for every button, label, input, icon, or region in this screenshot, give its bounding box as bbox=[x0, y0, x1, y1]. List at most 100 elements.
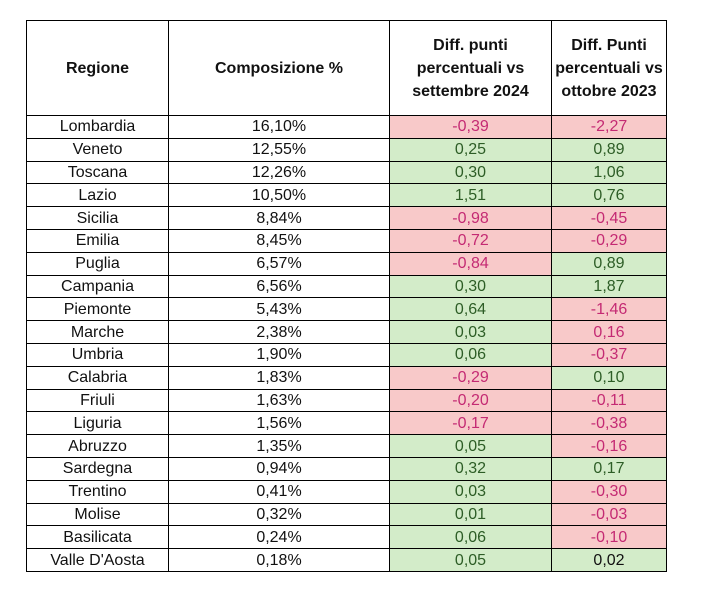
cell-diff-ottobre: 0,89 bbox=[551, 137, 667, 162]
cell-diff-ottobre: -0,16 bbox=[551, 434, 667, 458]
cell-composizione: 1,35% bbox=[168, 434, 390, 458]
cell-regione: Emilia bbox=[26, 228, 169, 253]
header-diff-settembre: Diff. punti percentuali vs settembre 202… bbox=[389, 20, 552, 116]
cell-diff-ottobre: -0,29 bbox=[551, 228, 667, 253]
cell-diff-ottobre: -1,46 bbox=[551, 297, 667, 322]
cell-composizione: 16,10% bbox=[168, 115, 390, 139]
table-row: Valle D'Aosta 0,18% 0,05 0,02 bbox=[26, 548, 667, 572]
cell-composizione: 2,38% bbox=[168, 320, 390, 344]
table-row: Lombardia 16,10% -0,39 -2,27 bbox=[26, 115, 667, 139]
cell-composizione: 0,24% bbox=[168, 525, 390, 550]
cell-diff-ottobre: -0,30 bbox=[551, 479, 667, 504]
table-row: Calabria 1,83% -0,29 0,10 bbox=[26, 365, 667, 390]
cell-diff-ottobre: 0,16 bbox=[551, 320, 667, 344]
cell-diff-settembre: 0,03 bbox=[389, 479, 552, 504]
table-row: Lazio 10,50% 1,51 0,76 bbox=[26, 183, 667, 208]
cell-regione: Puglia bbox=[26, 251, 169, 276]
table-row: Liguria 1,56% -0,17 -0,38 bbox=[26, 411, 667, 436]
table-row: Umbria 1,90% 0,06 -0,37 bbox=[26, 342, 667, 367]
cell-composizione: 10,50% bbox=[168, 183, 390, 208]
cell-composizione: 6,57% bbox=[168, 251, 390, 276]
cell-diff-ottobre: -2,27 bbox=[551, 115, 667, 139]
cell-composizione: 0,41% bbox=[168, 479, 390, 504]
cell-composizione: 1,56% bbox=[168, 411, 390, 436]
table-row: Abruzzo 1,35% 0,05 -0,16 bbox=[26, 434, 667, 458]
cell-regione: Lombardia bbox=[26, 115, 169, 139]
cell-composizione: 0,18% bbox=[168, 548, 390, 572]
cell-diff-settembre: 0,05 bbox=[389, 434, 552, 458]
cell-diff-ottobre: -0,38 bbox=[551, 411, 667, 436]
cell-diff-settembre: 1,51 bbox=[389, 183, 552, 208]
cell-composizione: 8,84% bbox=[168, 206, 390, 230]
table-row: Trentino 0,41% 0,03 -0,30 bbox=[26, 479, 667, 504]
cell-diff-settembre: -0,98 bbox=[389, 206, 552, 230]
cell-diff-ottobre: 0,10 bbox=[551, 365, 667, 390]
cell-diff-ottobre: 1,87 bbox=[551, 274, 667, 299]
table-row: Emilia 8,45% -0,72 -0,29 bbox=[26, 228, 667, 253]
cell-composizione: 6,56% bbox=[168, 274, 390, 299]
header-row: Regione Composizione % Diff. punti perce… bbox=[26, 20, 667, 116]
table-body: Lombardia 16,10% -0,39 -2,27 Veneto 12,55% 0,… bbox=[26, 115, 667, 572]
cell-regione: Basilicata bbox=[26, 525, 169, 550]
cell-composizione: 12,55% bbox=[168, 137, 390, 162]
cell-regione: Friuli bbox=[26, 388, 169, 413]
cell-regione: Umbria bbox=[26, 342, 169, 367]
table-row: Marche 2,38% 0,03 0,16 bbox=[26, 320, 667, 344]
cell-diff-settembre: -0,72 bbox=[389, 228, 552, 253]
cell-diff-settembre: 0,06 bbox=[389, 342, 552, 367]
cell-diff-ottobre: -0,03 bbox=[551, 502, 667, 527]
cell-diff-ottobre: 0,17 bbox=[551, 456, 667, 481]
cell-composizione: 1,63% bbox=[168, 388, 390, 413]
cell-diff-ottobre: -0,37 bbox=[551, 342, 667, 367]
cell-regione: Molise bbox=[26, 502, 169, 527]
table-row: Sicilia 8,84% -0,98 -0,45 bbox=[26, 206, 667, 230]
cell-diff-ottobre: -0,10 bbox=[551, 525, 667, 550]
header-regione: Regione bbox=[26, 20, 169, 116]
table-row: Puglia 6,57% -0,84 0,89 bbox=[26, 251, 667, 276]
cell-diff-ottobre: 0,76 bbox=[551, 183, 667, 208]
cell-diff-settembre: 0,64 bbox=[389, 297, 552, 322]
regional-composition-table: Regione Composizione % Diff. punti perce… bbox=[26, 20, 667, 572]
cell-composizione: 1,83% bbox=[168, 365, 390, 390]
cell-regione: Abruzzo bbox=[26, 434, 169, 458]
cell-diff-settembre: -0,29 bbox=[389, 365, 552, 390]
cell-regione: Sardegna bbox=[26, 456, 169, 481]
cell-composizione: 8,45% bbox=[168, 228, 390, 253]
cell-regione: Marche bbox=[26, 320, 169, 344]
cell-diff-settembre: 0,03 bbox=[389, 320, 552, 344]
table-row: Sardegna 0,94% 0,32 0,17 bbox=[26, 456, 667, 481]
table-row: Toscana 12,26% 0,30 1,06 bbox=[26, 160, 667, 185]
cell-diff-settembre: 0,30 bbox=[389, 160, 552, 185]
table-row: Friuli 1,63% -0,20 -0,11 bbox=[26, 388, 667, 413]
cell-regione: Sicilia bbox=[26, 206, 169, 230]
cell-diff-ottobre: -0,11 bbox=[551, 388, 667, 413]
cell-composizione: 5,43% bbox=[168, 297, 390, 322]
cell-composizione: 12,26% bbox=[168, 160, 390, 185]
cell-diff-settembre: 0,01 bbox=[389, 502, 552, 527]
table-row: Campania 6,56% 0,30 1,87 bbox=[26, 274, 667, 299]
cell-composizione: 1,90% bbox=[168, 342, 390, 367]
cell-diff-settembre: 0,06 bbox=[389, 525, 552, 550]
cell-diff-settembre: 0,32 bbox=[389, 456, 552, 481]
cell-regione: Liguria bbox=[26, 411, 169, 436]
cell-diff-ottobre: -0,45 bbox=[551, 206, 667, 230]
cell-regione: Lazio bbox=[26, 183, 169, 208]
cell-regione: Campania bbox=[26, 274, 169, 299]
cell-diff-ottobre: 1,06 bbox=[551, 160, 667, 185]
table-row: Piemonte 5,43% 0,64 -1,46 bbox=[26, 297, 667, 322]
cell-regione: Valle D'Aosta bbox=[26, 548, 169, 572]
cell-diff-settembre: 0,25 bbox=[389, 137, 552, 162]
cell-diff-ottobre: 0,02 bbox=[551, 548, 667, 572]
cell-diff-settembre: -0,17 bbox=[389, 411, 552, 436]
cell-diff-ottobre: 0,89 bbox=[551, 251, 667, 276]
cell-diff-settembre: 0,05 bbox=[389, 548, 552, 572]
table-row: Molise 0,32% 0,01 -0,03 bbox=[26, 502, 667, 527]
cell-diff-settembre: -0,39 bbox=[389, 115, 552, 139]
cell-diff-settembre: 0,30 bbox=[389, 274, 552, 299]
table-row: Veneto 12,55% 0,25 0,89 bbox=[26, 137, 667, 162]
header-diff-ottobre: Diff. Punti percentuali vs ottobre 2023 bbox=[551, 20, 667, 116]
cell-diff-settembre: -0,20 bbox=[389, 388, 552, 413]
cell-regione: Piemonte bbox=[26, 297, 169, 322]
cell-composizione: 0,94% bbox=[168, 456, 390, 481]
cell-regione: Veneto bbox=[26, 137, 169, 162]
